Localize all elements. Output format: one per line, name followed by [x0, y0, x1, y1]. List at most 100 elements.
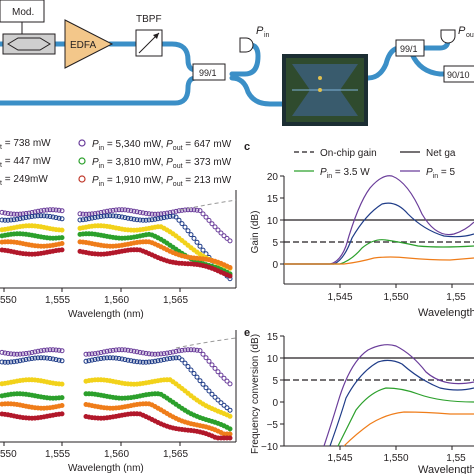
spectrum-point: [143, 210, 149, 216]
spectrum-point: [47, 347, 53, 353]
gain-curve-purple: [284, 175, 474, 265]
spectrum-point: [134, 349, 140, 355]
spectrum-point: [191, 207, 197, 213]
spectrum-point: [122, 207, 128, 213]
spectrum-point: [0, 349, 5, 355]
spectrum-point: [35, 208, 41, 214]
top-xticks: 550 1,555 1,560 1,565: [0, 295, 188, 306]
spectrum-point: [161, 351, 167, 357]
spectrum-point: [206, 217, 212, 223]
spectrum-point: [119, 347, 125, 353]
panel-e-xlabel: Wavelength: [418, 464, 474, 474]
spectrum-point: [113, 347, 119, 353]
spectrum-point: [188, 232, 194, 238]
spectrum-point: [95, 214, 101, 220]
spectrum-point: [188, 347, 194, 353]
panel-e-ylabel: Frequency conversion (dB): [250, 334, 261, 454]
legend-net: Net ga: [426, 148, 456, 159]
spectrum-point: [5, 351, 11, 356]
spectrum-point: [20, 357, 26, 363]
spectrum-point: [50, 207, 56, 213]
panel-c-curves: [284, 175, 474, 265]
conv-curve-green: [337, 387, 474, 447]
svg-text:Pin = 5,340 mW, Pout = 647 mW: Pin = 5,340 mW, Pout = 647 mW: [92, 139, 232, 152]
spectrum-point: [125, 347, 131, 353]
spectrum-point: [200, 381, 206, 387]
spectrum-point: [161, 357, 167, 363]
spectrum-point: [137, 217, 143, 223]
spectrum-point: [47, 214, 53, 219]
spectrum-point: [182, 347, 188, 353]
top-plot-frame: [0, 190, 237, 292]
spectrum-point: [188, 367, 194, 373]
spectrum-point: [167, 356, 173, 361]
spectrum-point: [20, 351, 26, 357]
spectrum-point: [98, 356, 104, 361]
spectrum-point: [92, 357, 98, 362]
spectrum-point: [137, 209, 143, 215]
spectrum-point: [146, 217, 152, 223]
svg-text:15: 15: [267, 194, 279, 205]
spectrum-point: [155, 358, 161, 364]
spectrum-point: [53, 347, 59, 353]
spectrum-point: [203, 214, 209, 220]
spectrum-point: [146, 351, 152, 357]
spectrum-point: [101, 213, 107, 219]
spectrum-point: [47, 356, 53, 361]
svg-text:5: 5: [272, 238, 278, 249]
spectrum-point: [227, 435, 233, 441]
spectrum-point: [227, 265, 233, 270]
svg-text:t = 738 mW: t = 738 mW: [0, 138, 51, 151]
spectrum-point: [122, 347, 128, 353]
spectrum-point: [32, 213, 38, 219]
spectrum-point: [29, 214, 35, 219]
spectrum-point: [179, 221, 185, 227]
spectrum-point: [59, 348, 65, 354]
spectrum-point: [17, 351, 23, 357]
pout-subscript: out: [466, 32, 474, 39]
spectrum-point: [191, 371, 197, 376]
spectrum-point: [158, 357, 164, 363]
spectrum-point: [221, 402, 227, 408]
spectrum-point: [194, 374, 200, 380]
edfa-amplifier: EDFA: [64, 19, 114, 69]
spectrum-point: [185, 364, 191, 369]
spectrum-point: [143, 217, 149, 223]
spectrum-point: [2, 359, 8, 365]
svg-text:1,550: 1,550: [383, 453, 408, 464]
svg-text:0: 0: [272, 260, 278, 271]
spectrum-point: [0, 217, 5, 223]
spectrum-point: [179, 207, 185, 213]
spectrum-point: [44, 207, 50, 213]
svg-text:Pin = 3.5 W: Pin = 3.5 W: [320, 167, 370, 180]
svg-text:1,550: 1,550: [383, 292, 408, 303]
chip-image: [282, 54, 368, 126]
spectrum-point: [14, 211, 20, 217]
spectrum-point: [218, 400, 224, 406]
mod-label: Mod.: [12, 7, 34, 18]
panel-c-xlabel: Wavelength: [418, 307, 474, 319]
spectrum-point: [137, 349, 143, 355]
gain-curve-orange: [284, 256, 474, 265]
gain-curve-blue: [284, 202, 474, 265]
spectrum-point: [191, 347, 197, 353]
top-xtick: 1,565: [163, 295, 188, 306]
spectrum-point: [149, 359, 155, 365]
spectrum-point: [50, 214, 56, 220]
spectrum-point: [17, 358, 23, 364]
spectrum-point: [212, 365, 218, 371]
spectrum-point: [59, 381, 65, 387]
spectrum-point: [155, 211, 161, 217]
spectrum-point: [176, 208, 182, 214]
spectrum-point: [50, 356, 56, 362]
spectrum-point: [83, 216, 89, 222]
legend-onchip: On-chip gain: [320, 148, 377, 159]
spectrum-point: [104, 355, 110, 361]
spectrum-point: [197, 378, 203, 384]
spectrum-point: [0, 359, 5, 365]
spectrum-point: [182, 360, 188, 366]
spectrum-point: [83, 358, 89, 364]
spectrum-point: [191, 235, 197, 241]
spectrum-point: [101, 349, 107, 355]
spectrum-point: [104, 348, 110, 354]
